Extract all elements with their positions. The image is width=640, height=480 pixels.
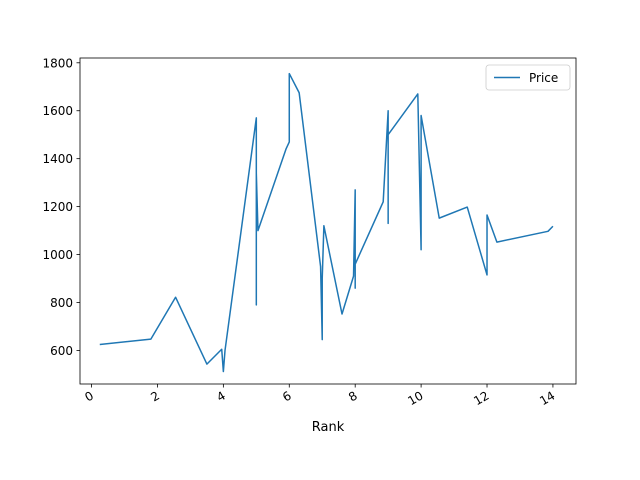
- y-tick-label: 800: [50, 296, 73, 310]
- plot-background: [80, 58, 576, 384]
- y-tick-label: 1400: [42, 152, 73, 166]
- plot-area: [80, 58, 576, 384]
- series-line-0: [99, 72, 554, 373]
- x-tick-label: 8: [346, 388, 360, 404]
- x-tick-label: 12: [471, 388, 491, 408]
- x-tick-label: 0: [82, 388, 96, 404]
- y-tick-label: 1200: [42, 200, 73, 214]
- x-tick-label: 6: [280, 388, 294, 404]
- y-tick-label: 600: [50, 344, 73, 358]
- y-tick-label: 1800: [42, 56, 73, 70]
- legend: Price: [485, 64, 571, 91]
- y-tick-label: 1600: [42, 104, 73, 118]
- y-tick-label: 1000: [42, 248, 73, 262]
- x-tick-label: 10: [405, 388, 425, 408]
- x-tick-label: 14: [537, 388, 557, 408]
- axes-frame: [79, 57, 577, 385]
- series-layer: [99, 72, 554, 373]
- x-tick-label: 4: [214, 388, 228, 404]
- x-tick-label: 2: [148, 388, 162, 404]
- legend-label: Price: [529, 71, 558, 85]
- legend-box: [485, 64, 571, 91]
- x-axis-label: Rank: [312, 420, 345, 435]
